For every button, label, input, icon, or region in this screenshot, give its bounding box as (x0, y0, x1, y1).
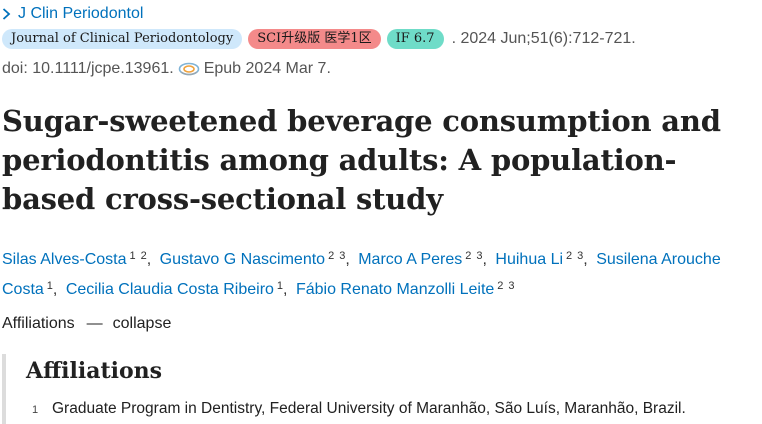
affiliations-heading: Affiliations (26, 358, 163, 384)
author-affiliation-ref[interactable]: 2 (497, 280, 504, 292)
epub-icon (178, 60, 200, 78)
author-separator: , (345, 251, 350, 268)
affiliation-number: 1 (32, 404, 39, 416)
author-affiliation-ref[interactable]: 1 (276, 280, 284, 292)
author-separator: , (52, 281, 58, 298)
citation-text: . 2024 Jun;51(6):712-721. (451, 30, 636, 47)
author-link[interactable]: Fábio Renato Manzolli Leite (295, 281, 495, 298)
citation-line: Journal of Clinical Periodontology SCI升级… (2, 27, 636, 51)
author-separator: , (583, 251, 588, 268)
author-affiliation-ref[interactable]: 2 (566, 250, 573, 262)
author-list: Silas Alves-Costa 1 2, Gustavo G Nasciment… (2, 243, 758, 303)
author-affiliation-ref[interactable]: 1 (46, 280, 53, 292)
author-link[interactable]: Cecilia Claudia Costa Ribeiro (65, 281, 274, 298)
journal-line: J Clin Periodontol (2, 3, 143, 25)
affiliations-panel: Affiliations 1 Graduate Program in Denti… (2, 354, 762, 424)
author-affiliation-ref[interactable]: 2 (465, 250, 472, 262)
author-link[interactable]: Silas Alves-Costa (2, 251, 127, 268)
author-separator: , (482, 251, 487, 268)
toggle-separator: — (86, 315, 103, 332)
author-affiliation-ref[interactable]: 2 (140, 250, 147, 262)
author-link[interactable]: Huihua Li (495, 251, 564, 268)
affiliation-text: Graduate Program in Dentistry, Federal U… (52, 400, 686, 417)
journal-abbr-link[interactable]: J Clin Periodontol (18, 5, 144, 22)
author-link[interactable]: Gustavo G Nascimento (159, 251, 326, 268)
author-affiliation-ref[interactable]: 3 (476, 250, 483, 262)
journal-name-badge[interactable]: Journal of Clinical Periodontology (2, 29, 243, 49)
article-title: Sugar-sweetened beverage consumption and… (2, 104, 721, 216)
impact-factor-badge[interactable]: IF 6.7 (386, 29, 444, 49)
author-affiliation-ref[interactable]: 2 (328, 250, 335, 262)
epub-date: Epub 2024 Mar 7. (203, 60, 331, 77)
author-link[interactable]: Susilena Arouche Costa (2, 251, 721, 298)
affiliations-toggle: Affiliations — collapse (2, 313, 171, 335)
chevron-right-icon[interactable] (2, 3, 16, 25)
author-separator: , (283, 281, 288, 298)
doi-line: doi: 10.1111/jcpe.13961. Epub 2024 Mar 7… (2, 57, 331, 81)
author-link[interactable]: Marco A Peres (358, 251, 463, 268)
author-affiliation-ref[interactable]: 3 (339, 250, 346, 262)
sci-badge[interactable]: SCI升级版 医学1区 (248, 29, 381, 49)
affiliations-toggle-label[interactable]: Affiliations (2, 315, 75, 332)
author-separator: , (146, 251, 152, 268)
author-affiliation-ref[interactable]: 3 (577, 250, 584, 262)
affiliation-item: 1 Graduate Program in Dentistry, Federal… (32, 400, 686, 418)
author-affiliation-ref[interactable]: 3 (508, 280, 515, 292)
doi-text[interactable]: doi: 10.1111/jcpe.13961. (2, 60, 174, 77)
collapse-button[interactable]: collapse (112, 315, 172, 332)
author-affiliation-ref[interactable]: 1 (129, 250, 136, 262)
